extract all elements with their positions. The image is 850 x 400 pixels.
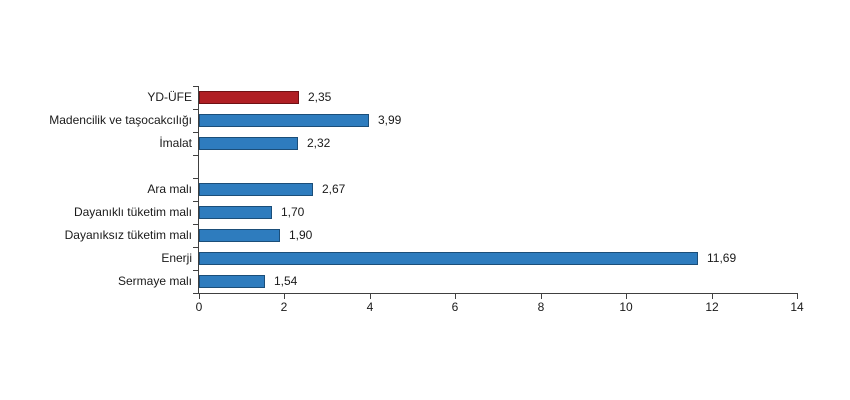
x-axis-tick	[284, 294, 285, 299]
category-label: Sermaye malı	[117, 274, 192, 288]
y-axis-line	[198, 86, 199, 294]
value-label: 2,35	[308, 90, 332, 104]
x-axis-tick-label: 6	[451, 300, 459, 314]
value-label: 2,32	[307, 136, 331, 150]
bar	[199, 275, 265, 288]
category-label: Madencilik ve taşocakcılığı	[49, 113, 192, 127]
bar	[199, 137, 298, 150]
y-axis-tick	[193, 247, 198, 248]
y-axis-tick	[193, 109, 198, 110]
plot-area: 0 2 4 6 8 10 12 14 YD-ÜFE 2,35 Madencilik ve taşo…	[49, 86, 804, 314]
bar	[199, 183, 313, 196]
value-label: 11,69	[707, 251, 737, 265]
x-axis-tick	[797, 294, 798, 299]
y-axis-tick	[193, 270, 198, 271]
category-label: Dayanıklı tüketim malı	[73, 205, 192, 219]
category-label: İmalat	[159, 136, 192, 150]
x-axis-tick	[370, 294, 371, 299]
x-axis-tick-label: 12	[705, 300, 719, 314]
y-axis-tick	[193, 132, 198, 133]
bar-row: Ara malı 2,67	[147, 178, 797, 201]
y-axis-tick	[193, 201, 198, 202]
x-axis-tick-label: 0	[195, 300, 203, 314]
bar-row: Dayanıklı tüketim malı 1,70	[74, 201, 797, 224]
value-label: 1,54	[274, 274, 298, 288]
bar-row: YD-ÜFE 2,35	[147, 86, 797, 109]
category-label: Dayanıksız tüketim malı	[64, 228, 192, 242]
value-label: 1,90	[289, 228, 313, 242]
y-axis-tick	[193, 86, 198, 87]
bar-row: Dayanıksız tüketim malı 1,90	[65, 224, 797, 247]
x-axis-tick	[712, 294, 713, 299]
bar	[199, 206, 272, 219]
category-label: Enerji	[161, 251, 192, 265]
x-axis-tick-label: 14	[790, 300, 804, 314]
x-axis-tick-label: 10	[619, 300, 633, 314]
y-axis-tick	[193, 224, 198, 225]
bar	[199, 114, 369, 127]
y-axis-tick	[193, 178, 198, 179]
x-axis-tick	[541, 294, 542, 299]
bar-row: Enerji 11,69	[161, 247, 797, 270]
x-axis-tick	[199, 294, 200, 299]
bar-row	[199, 155, 797, 178]
y-axis-tick	[193, 155, 198, 156]
bar-row: İmalat 2,32	[159, 132, 797, 155]
x-axis-tick-label: 8	[537, 300, 545, 314]
x-axis-tick-label: 4	[366, 300, 374, 314]
bar	[199, 91, 299, 104]
value-label: 1,70	[281, 205, 305, 219]
category-label: YD-ÜFE	[147, 90, 192, 104]
x-axis-line	[198, 293, 798, 294]
category-label: Ara malı	[147, 182, 192, 196]
bar-row: Madencilik ve taşocakcılığı 3,99	[49, 109, 797, 132]
x-axis-tick	[455, 294, 456, 299]
x-axis-tick-label: 2	[280, 300, 288, 314]
bar	[199, 252, 698, 265]
bar-row: Sermaye malı 1,54	[118, 270, 797, 293]
y-axis-tick	[193, 293, 198, 294]
bar	[199, 229, 280, 242]
x-axis-tick	[626, 294, 627, 299]
value-label: 3,99	[378, 113, 402, 127]
value-label: 2,67	[322, 182, 346, 196]
